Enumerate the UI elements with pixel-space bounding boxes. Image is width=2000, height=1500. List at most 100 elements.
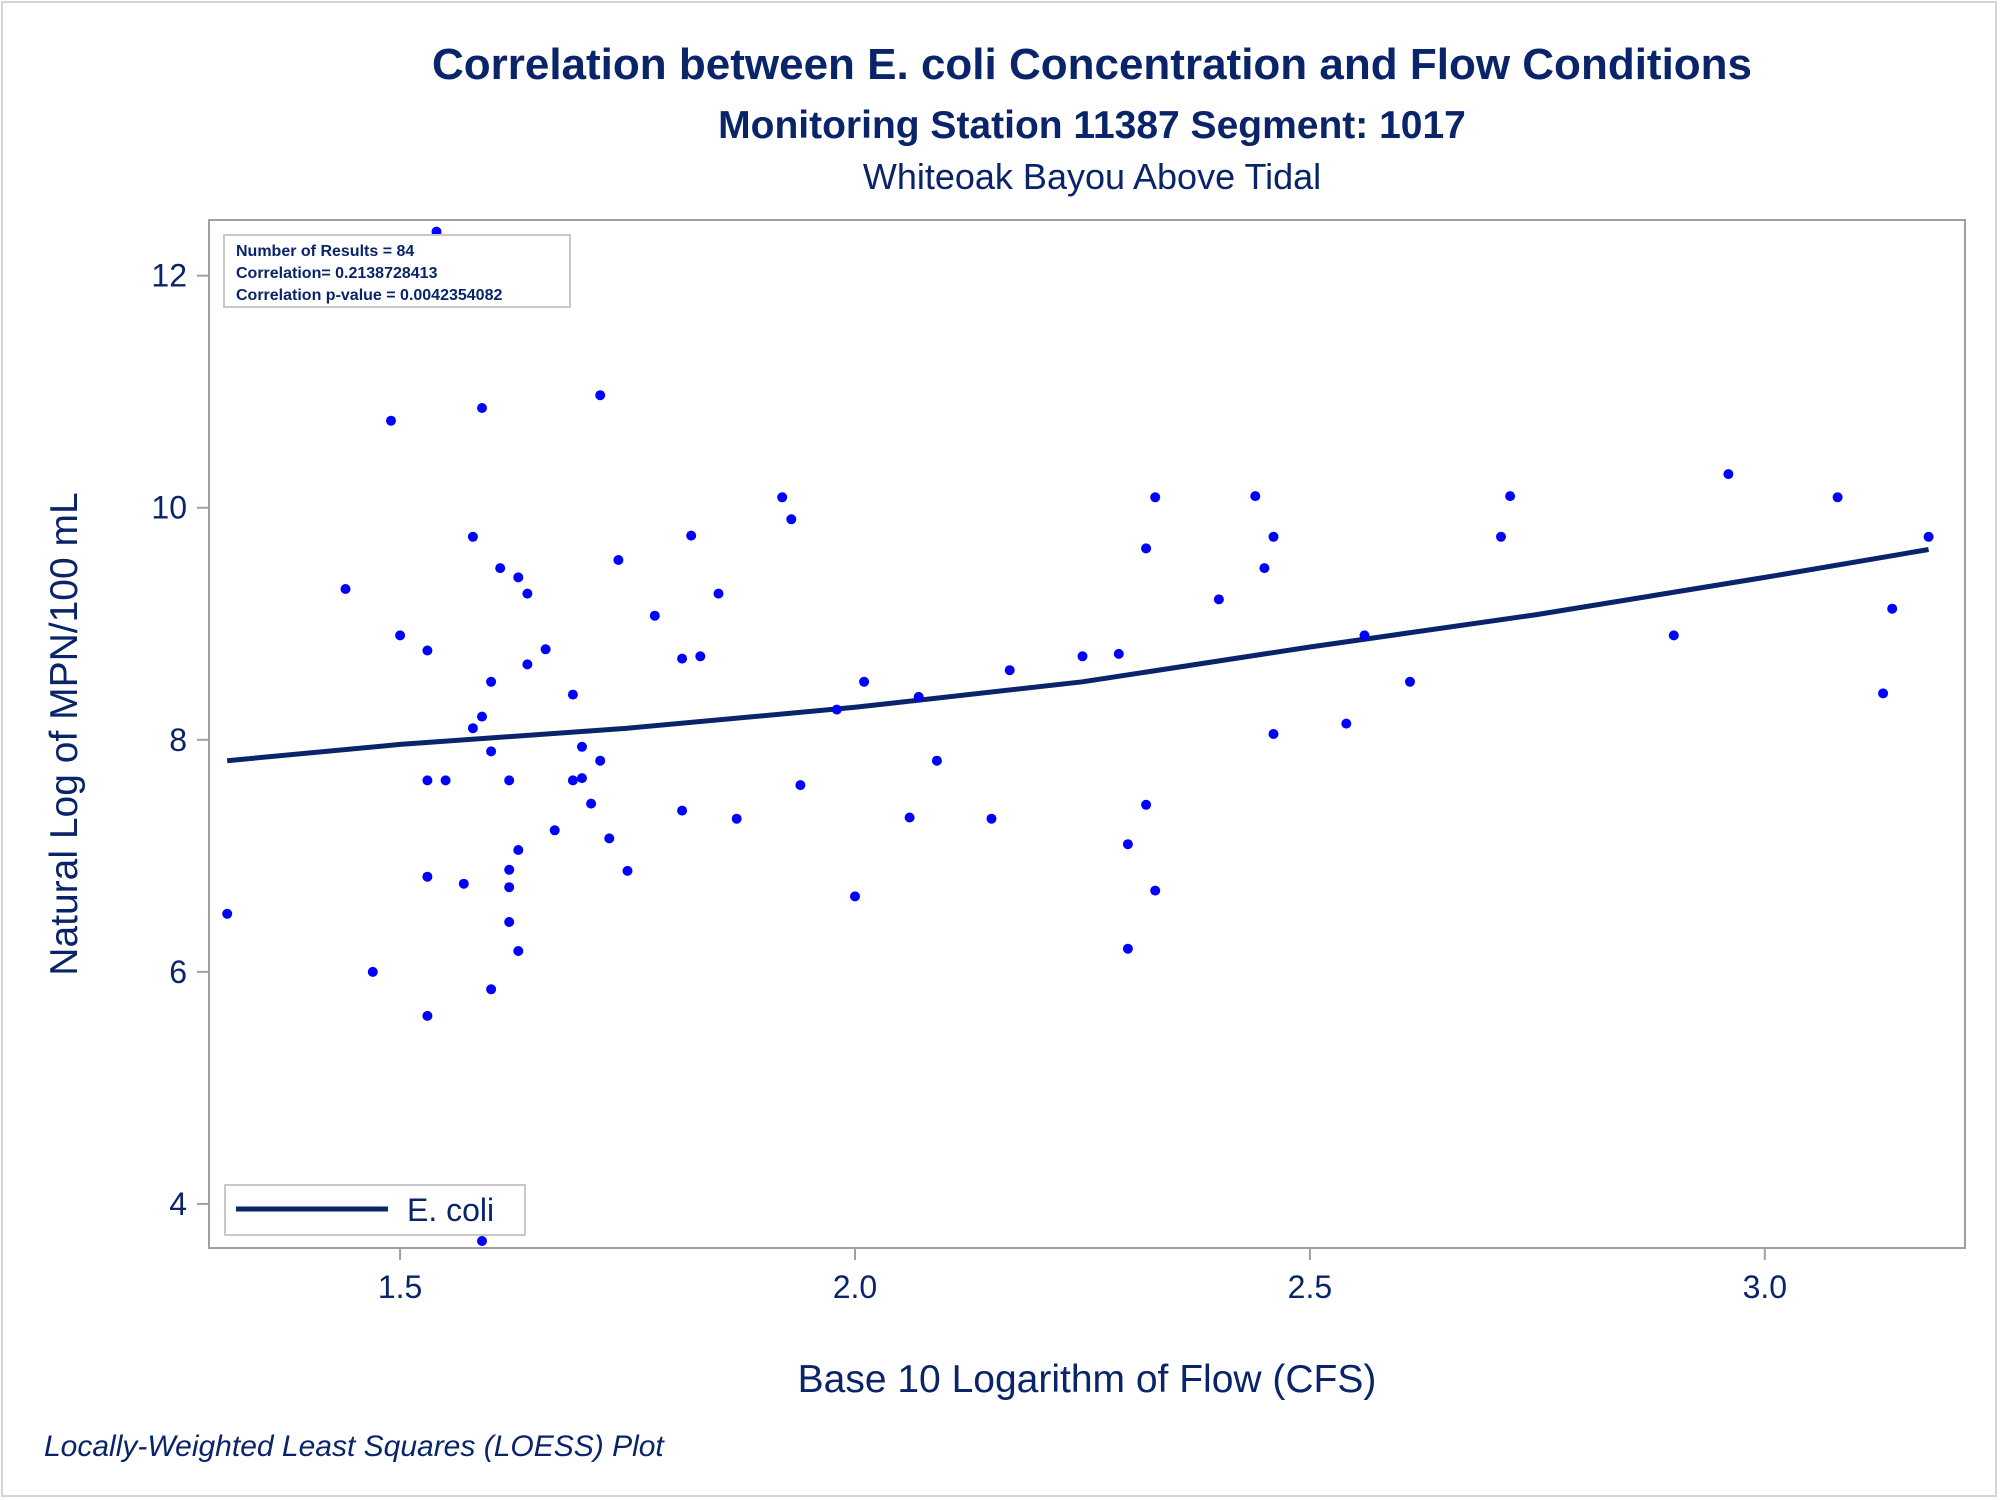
- data-point: [795, 780, 806, 791]
- data-point: [477, 711, 487, 722]
- data-point: [1359, 630, 1370, 641]
- data-point: [486, 676, 497, 687]
- x-tick-label: 3.0: [1743, 1269, 1787, 1305]
- loess-fit-line: [226, 547, 1930, 764]
- stats-correlation: Correlation= 0.2138728413: [236, 265, 438, 282]
- plot-area: [208, 219, 1966, 1249]
- data-point: [1496, 531, 1506, 542]
- stats-inset: Number of Results = 84 Correlation= 0.21…: [223, 234, 571, 308]
- data-point: [1141, 799, 1152, 810]
- data-point: [1832, 492, 1843, 503]
- data-point: [1505, 491, 1516, 502]
- data-point: [1004, 665, 1015, 676]
- data-point: [395, 630, 406, 641]
- data-point: [504, 882, 515, 893]
- data-point: [595, 755, 606, 766]
- y-tick-label: 4: [169, 1186, 187, 1222]
- x-axis: 1.5 2.0 2.5 3.0: [378, 1248, 1787, 1305]
- data-point: [1113, 648, 1124, 659]
- data-point: [1405, 676, 1415, 687]
- data-point: [477, 403, 487, 413]
- data-point: [850, 891, 860, 902]
- data-point: [1122, 943, 1133, 954]
- legend: E. coli: [224, 1184, 526, 1236]
- data-point: [1141, 543, 1152, 554]
- data-point: [1923, 531, 1934, 542]
- y-tick-label: 12: [151, 258, 187, 294]
- data-point: [1250, 491, 1261, 502]
- x-tick-label: 2.5: [1288, 1269, 1332, 1305]
- data-point: [604, 833, 615, 844]
- footnote: Locally-Weighted Least Squares (LOESS) P…: [44, 1430, 665, 1463]
- chart-subtitle-2: Whiteoak Bayou Above Tidal: [863, 156, 1321, 197]
- data-point: [731, 813, 742, 824]
- chart-title: Correlation between E. coli Concentratio…: [432, 40, 1752, 89]
- data-point: [931, 755, 942, 766]
- stats-inset-box: [223, 234, 571, 308]
- data-point: [1213, 594, 1224, 605]
- data-point: [422, 1010, 433, 1021]
- data-point: [467, 531, 478, 542]
- x-tick-label: 2.0: [833, 1269, 877, 1305]
- data-point: [486, 746, 497, 757]
- data-point: [422, 645, 433, 656]
- data-point: [504, 917, 515, 927]
- data-point: [458, 878, 469, 889]
- data-point: [222, 908, 233, 919]
- data-point: [477, 1236, 487, 1246]
- y-tick-label: 10: [151, 490, 187, 526]
- data-point: [1887, 603, 1898, 614]
- data-point: [1341, 718, 1352, 729]
- data-point: [567, 689, 578, 700]
- data-point: [686, 530, 697, 541]
- data-point: [577, 773, 587, 784]
- x-tick-label: 1.5: [378, 1269, 422, 1305]
- x-axis-label: Base 10 Logarithm of Flow (CFS): [798, 1358, 1377, 1401]
- data-point: [1878, 688, 1889, 699]
- data-point: [859, 676, 870, 687]
- data-point: [513, 946, 524, 956]
- data-point: [440, 775, 451, 786]
- data-point: [649, 610, 660, 621]
- y-axis: 4 6 8 10 12: [151, 258, 209, 1222]
- data-point: [1268, 531, 1279, 542]
- data-point: [513, 845, 524, 855]
- y-axis-label: Natural Log of MPN/100 mL: [43, 492, 86, 975]
- data-point: [467, 723, 478, 734]
- data-point: [386, 415, 396, 426]
- data-point: [986, 813, 997, 824]
- data-point: [549, 825, 560, 836]
- data-point: [504, 864, 515, 875]
- data-point: [522, 588, 533, 599]
- data-point: [513, 572, 524, 583]
- data-point: [567, 775, 578, 786]
- data-point: [1259, 563, 1270, 574]
- data-point: [486, 984, 497, 995]
- data-point: [1723, 469, 1734, 480]
- data-point: [913, 691, 924, 702]
- data-point: [340, 584, 351, 594]
- legend-label: E. coli: [407, 1192, 494, 1228]
- data-point: [422, 871, 433, 882]
- chart-subtitle: Monitoring Station 11387 Segment: 1017: [718, 104, 1466, 147]
- y-tick-label: 8: [169, 722, 187, 758]
- fit-line-layer: [226, 547, 1930, 764]
- data-point: [904, 812, 915, 823]
- data-point: [422, 775, 433, 786]
- data-point: [1150, 885, 1161, 896]
- data-point: [622, 865, 633, 876]
- data-point: [1268, 729, 1279, 739]
- data-point: [522, 659, 533, 670]
- data-point: [367, 966, 378, 977]
- data-point: [695, 651, 706, 662]
- data-point: [831, 704, 842, 715]
- data-point: [586, 798, 597, 809]
- data-point: [540, 644, 551, 655]
- data-point: [595, 390, 606, 401]
- data-point: [677, 805, 688, 816]
- data-point: [577, 741, 587, 752]
- data-point: [1077, 651, 1088, 662]
- data-point: [613, 555, 624, 565]
